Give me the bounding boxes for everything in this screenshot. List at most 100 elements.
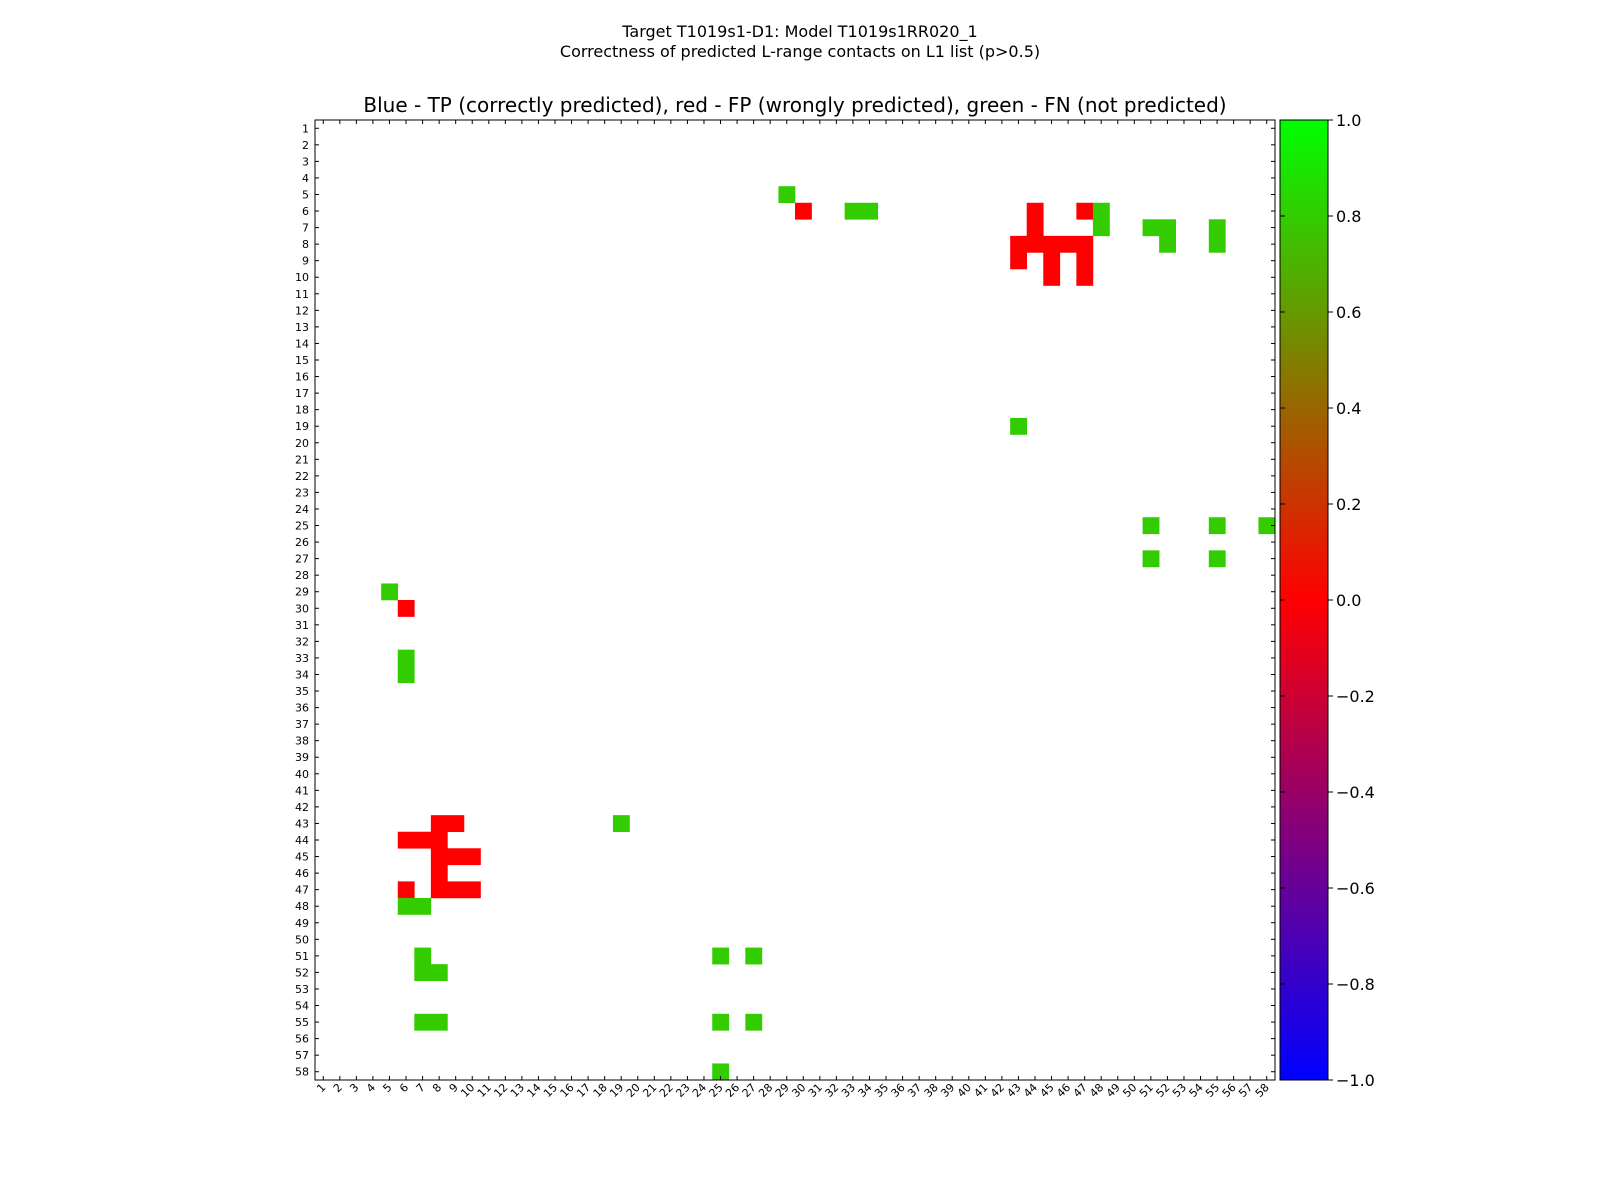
y-tick-label: 38	[295, 735, 309, 748]
heatmap-cell	[1142, 550, 1160, 568]
y-tick-label: 39	[295, 751, 309, 764]
y-tick-label: 30	[295, 602, 309, 615]
x-tick-label: 3	[347, 1081, 361, 1095]
y-tick-label: 13	[295, 321, 309, 334]
y-tick-label: 20	[295, 437, 309, 450]
y-tick-label: 47	[295, 884, 309, 897]
y-tick-label: 25	[295, 520, 309, 533]
heatmap-cell	[430, 1013, 448, 1031]
y-tick-label: 1	[302, 122, 309, 135]
y-tick-label: 57	[295, 1049, 309, 1062]
x-tick-label: 5	[380, 1081, 394, 1095]
heatmap-cell	[1059, 235, 1077, 253]
y-tick-label: 31	[295, 619, 309, 632]
heatmap-cell	[397, 600, 415, 617]
y-tick-label: 19	[295, 420, 309, 433]
y-tick-label: 50	[295, 933, 309, 946]
x-tick-label: 2	[331, 1081, 345, 1095]
plot-frame	[314, 119, 1276, 1081]
heatmap-cell	[414, 831, 432, 849]
y-tick-label: 52	[295, 966, 309, 979]
heatmap-cell	[1208, 517, 1226, 535]
y-tick-label: 7	[302, 222, 309, 235]
y-tick-label: 44	[295, 834, 309, 847]
x-tick-label: 6	[397, 1081, 411, 1095]
y-tick-label: 12	[295, 304, 309, 317]
heatmap-cell	[1043, 235, 1061, 253]
heatmap-plot-area: 1234567891011121314151617181920212223242…	[295, 119, 1276, 1100]
colorbar-tick-label: −0.2	[1336, 687, 1375, 706]
heatmap-cell	[1208, 219, 1226, 237]
heatmap-cell	[1159, 235, 1176, 253]
heatmap-cell	[745, 947, 763, 965]
x-tick-label: 7	[414, 1081, 428, 1095]
heatmap-cell	[1208, 550, 1226, 568]
y-tick-label: 51	[295, 950, 309, 963]
heatmap-cell	[1076, 268, 1094, 286]
heatmap-cell	[1258, 517, 1276, 535]
heatmap-cell	[1076, 252, 1094, 270]
colorbar: 1.0 0.8 0.6 0.4 0.2 0.0 −0.2 −0.4 −0.6 −0.8 −1.0	[1279, 111, 1375, 1090]
heatmap-cell	[414, 947, 432, 965]
heatmap-cell	[397, 881, 415, 899]
heatmap-cell	[612, 815, 630, 833]
y-tick-label: 58	[295, 1066, 309, 1079]
heatmap-cell	[844, 202, 862, 220]
y-tick-label: 3	[302, 155, 309, 168]
y-tick-label: 53	[295, 983, 309, 996]
heatmap-cell	[745, 1013, 763, 1031]
y-tick-label: 6	[302, 205, 309, 218]
y-tick-label: 23	[295, 486, 309, 499]
y-tick-label: 33	[295, 652, 309, 665]
colorbar-tick-label: 0.2	[1336, 495, 1361, 514]
heatmap-cell	[1026, 219, 1044, 237]
colorbar-tick-label: −0.6	[1336, 879, 1375, 898]
colorbar-tick-label: 0.6	[1336, 303, 1361, 322]
y-tick-label: 55	[295, 1016, 309, 1029]
heatmap-cell	[463, 881, 481, 899]
y-tick-label: 10	[295, 271, 309, 284]
heatmap-cell	[447, 848, 465, 866]
axes-title: Blue - TP (correctly predicted), red - F…	[363, 93, 1227, 117]
heatmap-cell	[397, 666, 415, 684]
plot-background	[315, 120, 1275, 1080]
colorbar-gradient	[1279, 119, 1329, 1081]
x-tick-label: 9	[447, 1081, 461, 1095]
y-tick-label: 34	[295, 668, 309, 681]
x-tick-label: 8	[430, 1081, 444, 1095]
heatmap-cell	[1010, 417, 1028, 435]
y-tick-label: 32	[295, 635, 309, 648]
y-tick-label: 22	[295, 470, 309, 483]
heatmap-cell	[861, 202, 879, 220]
y-tick-label: 4	[302, 172, 309, 185]
colorbar-tick-label: 1.0	[1336, 111, 1361, 130]
heatmap-cell	[447, 881, 465, 899]
x-tick-label: 58	[1253, 1081, 1272, 1100]
y-tick-label: 27	[295, 553, 309, 566]
heatmap-cell	[430, 864, 448, 882]
y-tick-label: 43	[295, 817, 309, 830]
y-tick-label: 35	[295, 685, 309, 698]
y-tick-label: 16	[295, 371, 309, 384]
heatmap-cell	[430, 848, 448, 866]
heatmap-cell	[397, 831, 415, 849]
heatmap-cell	[1026, 235, 1044, 253]
heatmap-cell	[795, 202, 812, 220]
x-tick-label: 4	[364, 1081, 378, 1095]
y-tick-label: 54	[295, 1000, 309, 1013]
y-tick-label: 5	[302, 188, 309, 201]
heatmap-cell	[381, 583, 399, 601]
y-tick-label: 17	[295, 387, 309, 400]
y-tick-label: 56	[295, 1033, 309, 1046]
heatmap-cell	[430, 815, 448, 833]
heatmap-cell	[414, 1013, 432, 1031]
heatmap-cell	[430, 964, 448, 981]
colorbar-tick-label: 0.4	[1336, 399, 1361, 418]
y-tick-label: 18	[295, 404, 309, 417]
y-tick-label: 42	[295, 801, 309, 814]
heatmap-cell	[778, 186, 796, 204]
y-tick-label: 28	[295, 569, 309, 582]
y-tick-label: 2	[302, 139, 309, 152]
heatmap-cell	[430, 881, 448, 899]
